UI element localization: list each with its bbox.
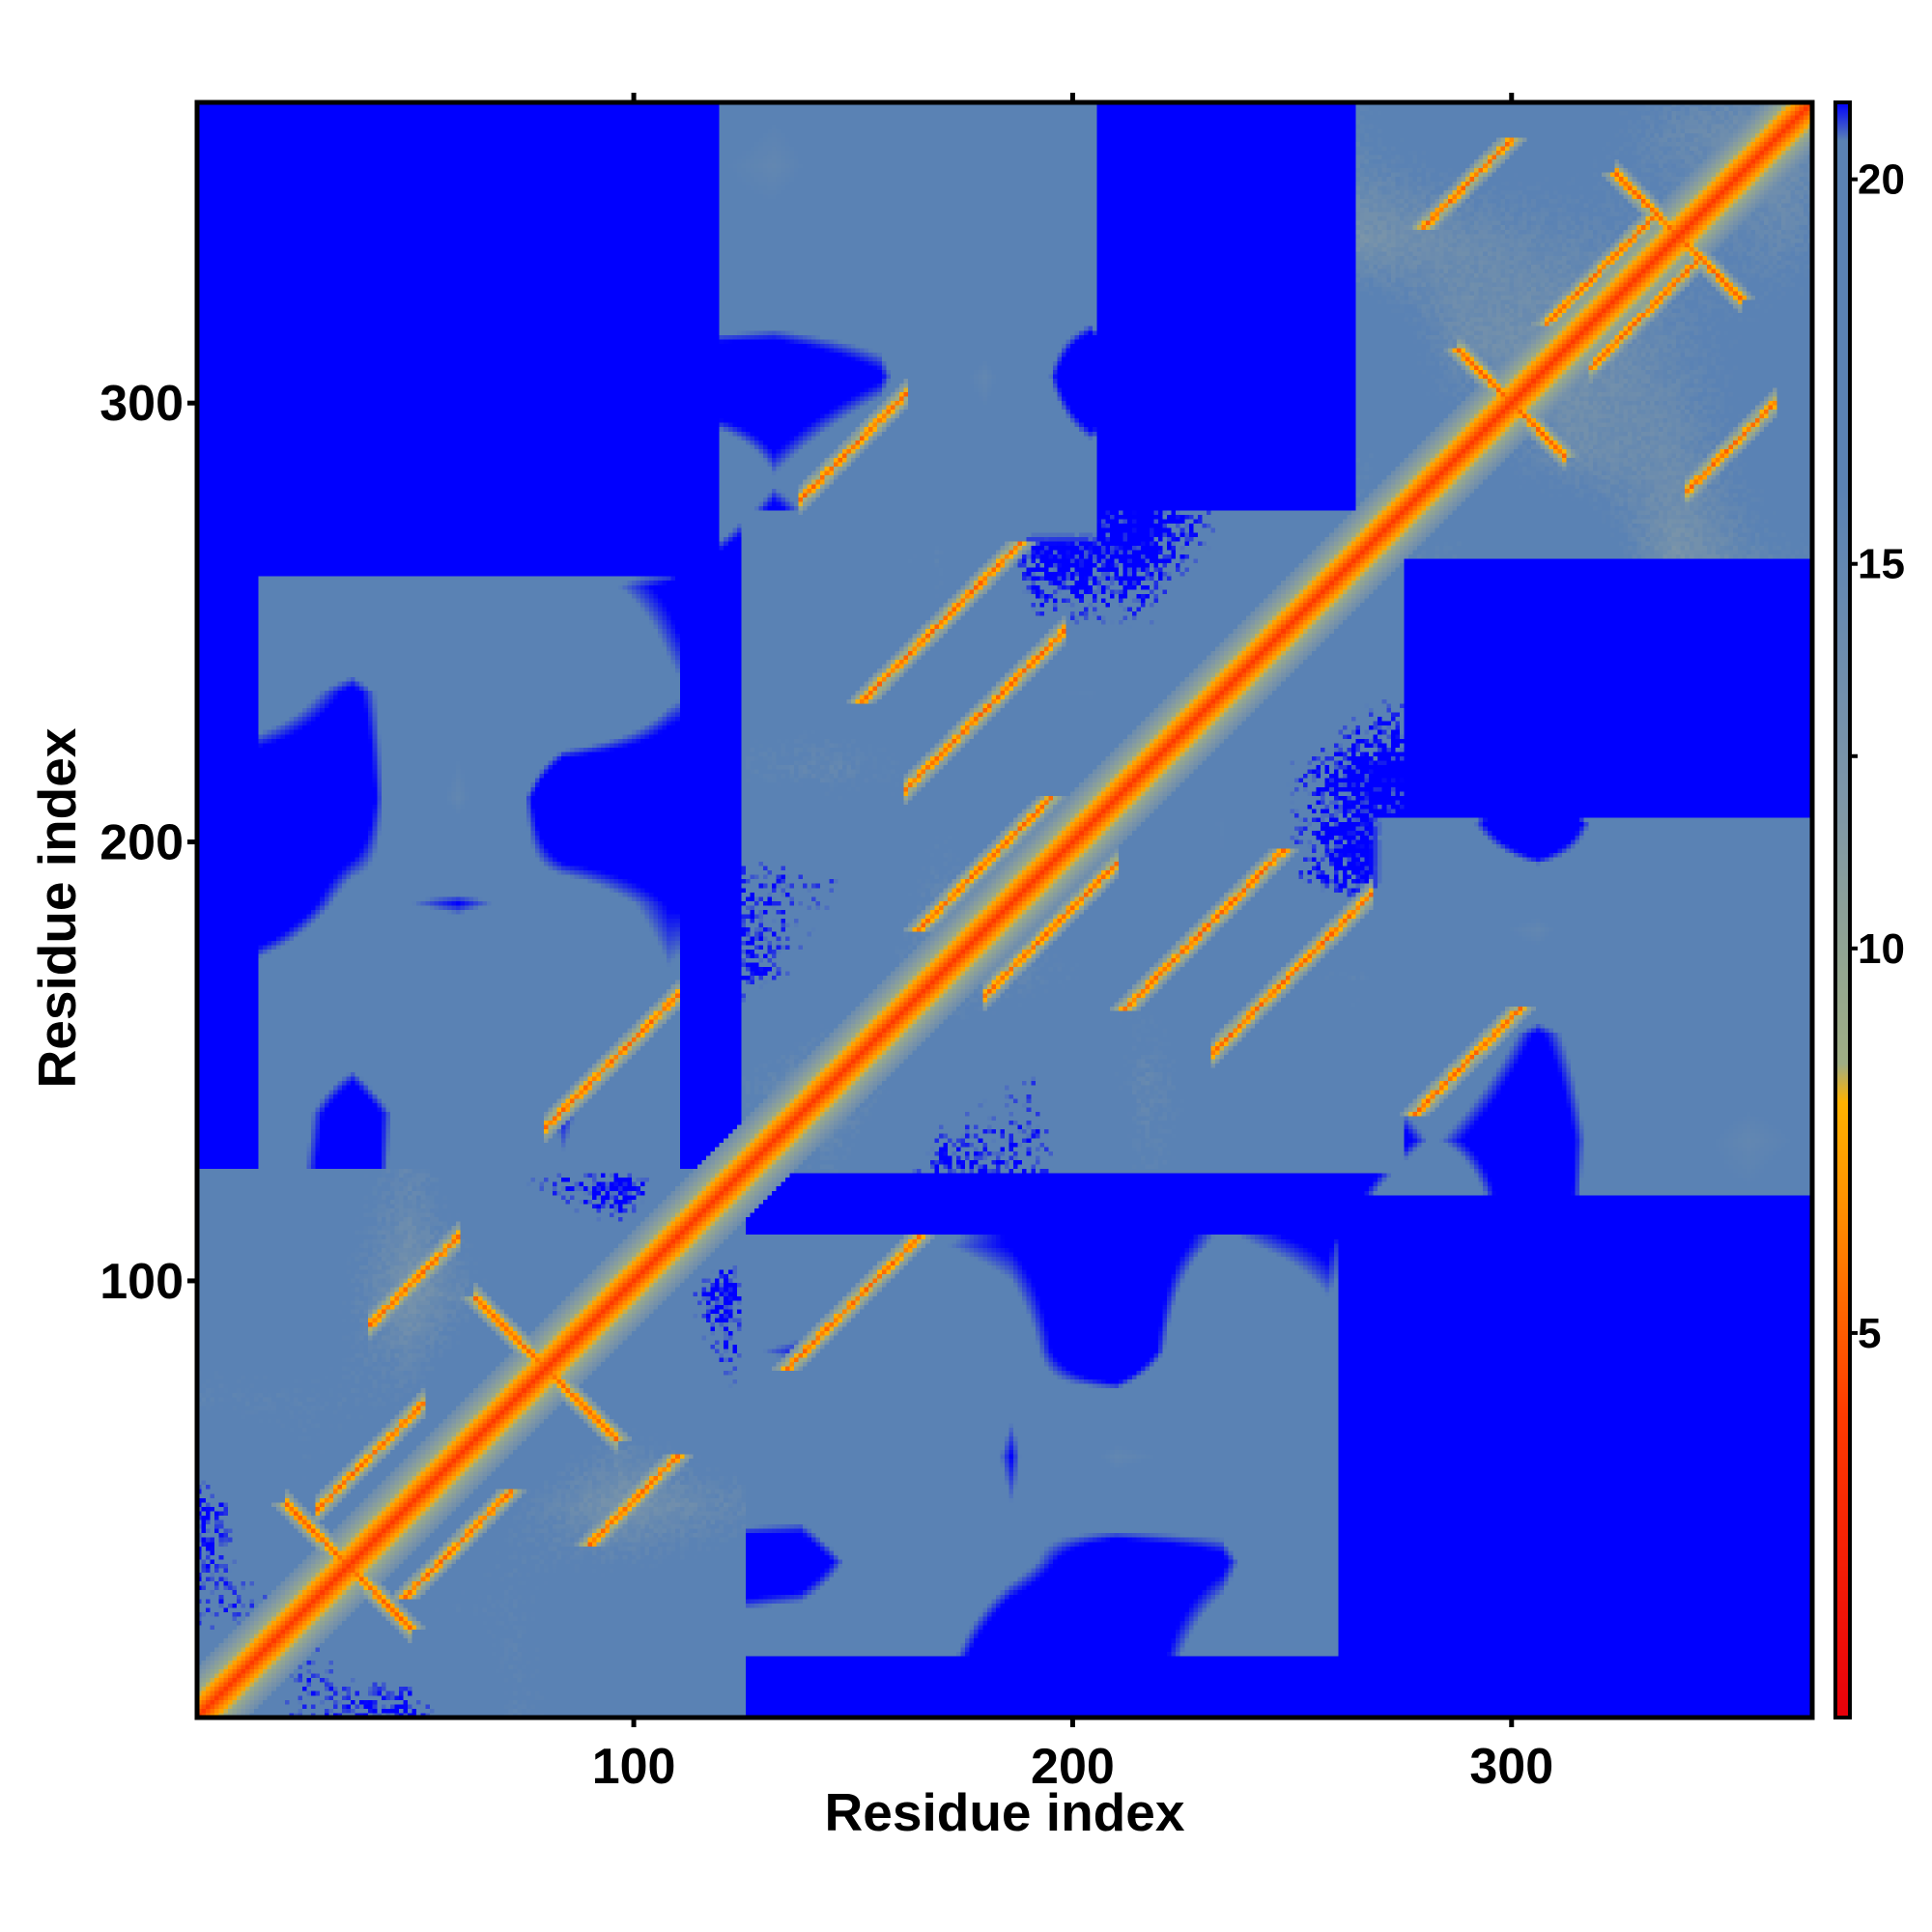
colorbar-tick-label: 15	[1858, 541, 1905, 588]
y-tick-label: 300	[99, 376, 184, 432]
x-axis-title: Residue index	[825, 1782, 1185, 1842]
y-axis-title: Residue index	[27, 727, 87, 1088]
colorbar-tick-label: 20	[1858, 156, 1905, 204]
plot-frame	[194, 99, 1815, 1720]
colorbar-axis: 5 10 15 20	[1850, 156, 1905, 1357]
y-tick-label: 100	[99, 1254, 184, 1310]
heatmap-area	[197, 102, 1812, 1718]
colorbar	[1833, 100, 1852, 1719]
x-tick-label: 200	[1031, 1739, 1115, 1795]
x-axis: 100 200 300	[592, 93, 1553, 1795]
heatmap-canvas	[197, 102, 1812, 1718]
colorbar-tick-label: 10	[1858, 925, 1905, 973]
y-axis: 100 200 300	[99, 376, 197, 1310]
colorbar-tick-label: 5	[1858, 1310, 1881, 1357]
x-tick-label: 300	[1469, 1739, 1553, 1795]
y-tick-label: 200	[99, 815, 184, 871]
x-tick-label: 100	[592, 1739, 676, 1795]
